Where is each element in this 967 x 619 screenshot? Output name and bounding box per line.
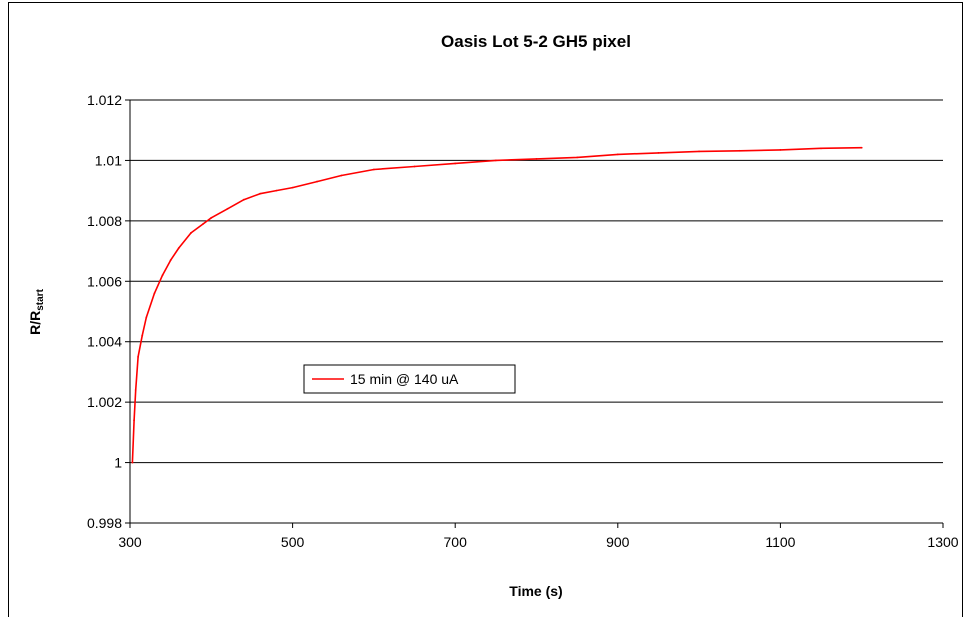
x-axis-label: Time (s): [509, 583, 562, 599]
series-point: [658, 152, 660, 154]
series-point: [153, 292, 155, 294]
y-tick-label: 1.002: [87, 394, 122, 410]
series-group: [132, 147, 863, 464]
series-point: [340, 175, 342, 177]
legend: 15 min @ 140 uA: [304, 365, 515, 393]
x-tick-label: 500: [281, 534, 305, 550]
axes: [125, 100, 943, 528]
series-point: [739, 150, 741, 152]
series-point: [135, 389, 137, 391]
series-point: [820, 147, 822, 149]
legend-label: 15 min @ 140 uA: [350, 371, 459, 387]
y-axis-label: R/Rstart: [27, 288, 46, 334]
series-point: [145, 317, 147, 319]
series-point: [576, 157, 578, 159]
y-tick-label: 1: [114, 455, 122, 471]
series-point: [292, 187, 294, 189]
series-point: [190, 232, 192, 234]
y-axis-label-main: R/R: [27, 311, 43, 335]
series-point: [210, 217, 212, 219]
series-point: [178, 247, 180, 249]
series-point: [227, 208, 229, 210]
series-point: [202, 223, 204, 225]
series-point: [141, 335, 143, 337]
series-point: [780, 149, 782, 151]
x-tick-label: 1100: [765, 534, 795, 550]
y-tick-label: 0.998: [87, 515, 122, 531]
y-tick-label: 1.01: [95, 152, 122, 168]
x-tick-labels: 300 500 700 900 1100 1300: [118, 534, 958, 550]
series-point: [536, 158, 538, 160]
x-tick-label: 700: [444, 534, 468, 550]
series-point: [275, 190, 277, 192]
series-line: [132, 148, 861, 463]
series-point: [373, 169, 375, 171]
y-tick-label: 1.004: [87, 334, 122, 350]
series-point: [243, 199, 245, 201]
y-tick-label: 1.008: [87, 213, 122, 229]
series-point: [414, 166, 416, 168]
series-point: [698, 150, 700, 152]
y-tick-label: 1.012: [87, 92, 122, 108]
series-point: [170, 259, 172, 261]
series-point: [259, 193, 261, 195]
y-axis-label-sub: start: [35, 288, 46, 310]
series-point: [137, 356, 139, 358]
series-point: [133, 419, 135, 421]
grid-lines: [130, 100, 943, 523]
x-tick-label: 900: [606, 534, 630, 550]
series-point: [861, 147, 863, 149]
series-point: [316, 181, 318, 183]
y-tick-labels: 0.998 1 1.002 1.004 1.006 1.008 1.01 1.012: [87, 92, 122, 531]
series-point: [454, 163, 456, 165]
series-point: [162, 274, 164, 276]
series-point: [617, 153, 619, 155]
chart-title: Oasis Lot 5-2 GH5 pixel: [441, 32, 631, 51]
series-point: [495, 160, 497, 162]
x-tick-label: 1300: [927, 534, 958, 550]
series-point: [132, 462, 134, 464]
y-tick-label: 1.006: [87, 273, 122, 289]
x-tick-label: 300: [118, 534, 142, 550]
